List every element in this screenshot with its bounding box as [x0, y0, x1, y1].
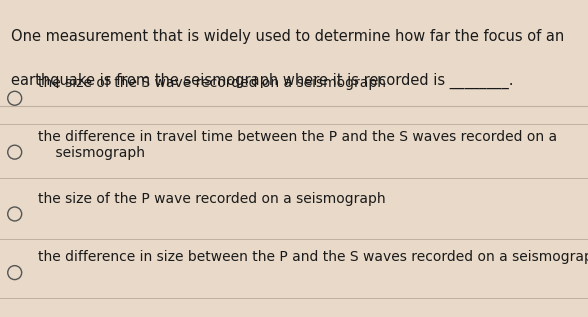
Text: the size of the S wave recorded on a seismograph: the size of the S wave recorded on a sei… [38, 76, 386, 90]
Text: the difference in size between the P and the S waves recorded on a seismograph: the difference in size between the P and… [38, 250, 588, 264]
Text: the size of the P wave recorded on a seismograph: the size of the P wave recorded on a sei… [38, 192, 386, 206]
Text: earthquake is from the seismograph where it is recorded is ________.: earthquake is from the seismograph where… [11, 73, 513, 89]
Text: One measurement that is widely used to determine how far the focus of an: One measurement that is widely used to d… [11, 29, 564, 43]
Text: the difference in travel time between the P and the S waves recorded on a
    se: the difference in travel time between th… [38, 130, 557, 160]
